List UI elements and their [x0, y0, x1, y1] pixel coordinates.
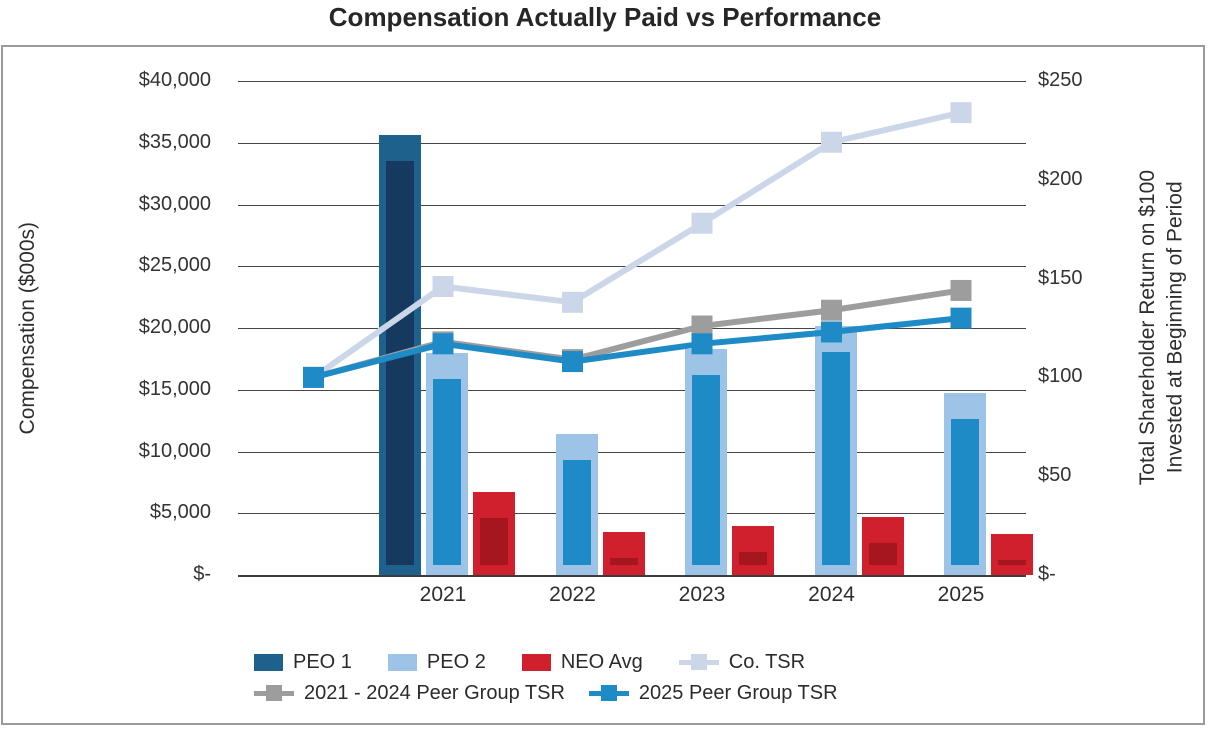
legend-swatch-2021-2024-peer-tsr [254, 685, 294, 702]
line-co-tsr [311, 109, 962, 380]
bar-peo-2-2021 [426, 352, 468, 575]
marker-co-tsr-2025 [950, 102, 972, 124]
right-axis-tick: $100 [1038, 365, 1083, 388]
legend-marker-icon [266, 685, 282, 701]
legend-label-neo-avg: NEO Avg [560, 651, 643, 673]
bar-inner-shade [821, 351, 850, 565]
legend-label-peo2: PEO 2 [426, 651, 486, 673]
left-axis-tick: $30,000 [138, 192, 211, 215]
legend-label-co-tsr: Co. TSR [728, 651, 806, 673]
legend-swatch-neo-avg [521, 654, 551, 671]
legend-item-2025-peer-tsr: 2025 Peer Group TSR [588, 682, 838, 705]
bar-peo-2-2023 [685, 349, 727, 575]
gridline [238, 389, 1026, 391]
left-axis-tick: $25,000 [138, 254, 211, 277]
left-axis-tick: $10,000 [138, 439, 211, 462]
tsr-lines-layer [303, 102, 972, 388]
bar-inner-shade [480, 518, 508, 565]
plot-area [238, 81, 1033, 577]
marker-2025-peer-group-tsr-2023 [691, 333, 713, 355]
marker-co-tsr-2021 [432, 276, 454, 298]
legend-label-peo1: PEO 1 [293, 651, 352, 673]
legend-swatch-co-tsr [678, 654, 719, 671]
x-axis-label-2021: 2021 [419, 583, 467, 606]
legend-label-2025-peer-tsr: 2025 Peer Group TSR [638, 682, 838, 704]
legend-item-neo-avg: NEO Avg [521, 651, 643, 674]
bar-peo-2-2022 [555, 434, 598, 575]
chart-title: Compensation Actually Paid vs Performanc… [328, 2, 882, 32]
left-axis-tick: $15,000 [138, 377, 211, 400]
right-axis-tick: $200 [1038, 167, 1083, 190]
x-axis-label-2024: 2024 [808, 583, 855, 606]
line-2021-2024-peer-group-tsr [312, 287, 962, 381]
marker-2025-peer-group-tsr-2025 [950, 307, 972, 329]
bar-inner-shade [739, 552, 767, 565]
left-axis-title: Compensation ($000s) [16, 221, 40, 435]
legend-swatch-2025-peer-tsr [588, 685, 629, 702]
legend-swatch-peo2 [387, 654, 417, 671]
bar-peo-2-2025 [944, 393, 986, 575]
legend-label-2021-2024-peer-tsr: 2021 - 2024 Peer Group TSR [304, 682, 565, 704]
right-axis-title-wrap: Total Shareholder Return on $100 Investe… [1129, 81, 1193, 575]
marker-2021-2024-peer-group-tsr-2023 [691, 315, 713, 337]
legend-item-peo1: PEO 1 [254, 651, 352, 674]
gridline [238, 328, 1026, 329]
gridline [238, 513, 1026, 515]
legend-item-2021-2024-peer-tsr: 2021 - 2024 Peer Group TSR [254, 682, 565, 705]
x-axis-label-2023: 2023 [678, 583, 726, 606]
bar-inner-shade [433, 378, 461, 565]
bar-neo-avg-2024 [861, 516, 904, 575]
right-axis-tick: $- [1038, 563, 1056, 585]
gridline [238, 204, 1026, 206]
marker-2025-peer-group-tsr-2024 [821, 321, 842, 343]
marker-2021-2024-peer-group-tsr-2025 [950, 279, 972, 301]
bar-neo-avg-2023 [732, 526, 774, 575]
right-axis-tick: $50 [1038, 464, 1072, 487]
bar-inner-shade [998, 559, 1026, 565]
bar-inner-shade [386, 161, 414, 565]
marker-co-tsr-2023 [691, 212, 713, 234]
x-axis-line [238, 575, 1026, 577]
marker-2025-peer-group-tsr-2021 [432, 333, 454, 355]
left-axis-tick: $35,000 [138, 130, 211, 153]
bar-inner-shade [562, 460, 591, 565]
bar-peo-2-2024 [814, 325, 857, 575]
left-axis-tick: $20,000 [138, 316, 211, 338]
bar-neo-avg-2022 [602, 531, 645, 575]
legend-marker-icon [600, 685, 617, 701]
marker-2025-peer-group-tsr-start [303, 366, 324, 388]
bar-inner-shade [692, 375, 720, 565]
chart-area: Compensation ($000s) Total Shareholder R… [1, 45, 1205, 725]
left-axis-tick: $5,000 [149, 501, 211, 524]
bar-inner-shade [951, 419, 979, 565]
left-axis-tick: $40,000 [138, 69, 211, 91]
bar-inner-shade [868, 542, 897, 565]
gridline [238, 142, 1026, 144]
gridline [238, 451, 1026, 453]
left-axis-title-wrap: Compensation ($000s) [11, 81, 45, 575]
marker-2021-2024-peer-group-tsr-2024 [821, 299, 842, 321]
right-axis-tick: $150 [1038, 266, 1083, 289]
bar-inner-shade [609, 557, 638, 565]
x-axis-label-2025: 2025 [937, 583, 985, 606]
right-axis-title: Total Shareholder Return on $100 Investe… [1135, 170, 1186, 486]
legend-swatch-peo1 [254, 654, 283, 671]
right-axis-tick: $250 [1038, 69, 1083, 91]
gridline [238, 81, 1026, 82]
legend-row-2: 2021 - 2024 Peer Group TSR 2025 Peer Gro… [254, 682, 838, 705]
marker-co-tsr-2024 [821, 131, 842, 153]
legend-marker-icon [690, 654, 707, 670]
x-axis-label-2022: 2022 [549, 583, 596, 606]
legend-item-co-tsr: Co. TSR [678, 651, 806, 674]
bar-neo-avg-2021 [473, 492, 515, 575]
line-2025-peer-group-tsr [312, 315, 962, 381]
legend: PEO 1 PEO 2 NEO Avg Co. TSR 2021 - 2024 … [254, 651, 838, 705]
marker-2025-peer-group-tsr-2022 [562, 351, 583, 373]
bar-neo-avg-2025 [991, 533, 1033, 575]
legend-item-peo2: PEO 2 [387, 651, 486, 674]
marker-co-tsr-2022 [562, 291, 583, 313]
left-axis-tick: $- [193, 563, 211, 585]
legend-row-1: PEO 1 PEO 2 NEO Avg Co. TSR [254, 651, 838, 674]
